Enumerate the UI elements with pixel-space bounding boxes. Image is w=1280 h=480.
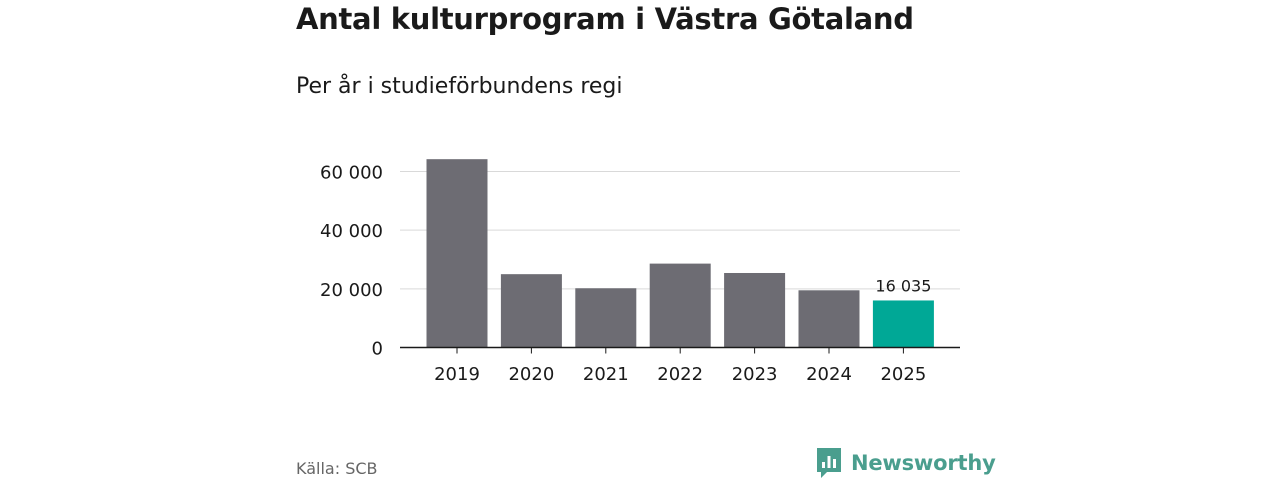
data-labels: 16 035 [875, 276, 931, 295]
bar-2025 [872, 300, 934, 348]
bar-2020 [500, 274, 562, 348]
y-axis-tick-labels: 0 20 000 40 000 60 000 [320, 163, 383, 360]
x-axis-tick-labels: 2019 2020 2021 2022 2023 2024 2025 [434, 347, 926, 385]
bar-2021 [575, 288, 637, 348]
y-tick-label: 60 000 [320, 163, 383, 184]
x-tick-label: 2024 [806, 364, 852, 385]
bar-2023 [724, 272, 786, 348]
chart-title: Antal kulturprogram i Västra Götaland [296, 2, 914, 36]
bar-2024 [798, 290, 860, 348]
x-tick-label: 2020 [508, 364, 554, 385]
bar-2019 [426, 159, 488, 348]
x-tick-label: 2019 [434, 364, 480, 385]
newsworthy-logo-text: Newsworthy [851, 451, 996, 475]
y-tick-label: 0 [372, 339, 383, 360]
bar-2022 [649, 263, 711, 348]
y-tick-label: 20 000 [320, 280, 383, 301]
bars [426, 159, 934, 348]
x-tick-label: 2021 [583, 364, 629, 385]
newsworthy-logo: Newsworthy [815, 446, 996, 480]
chart-subtitle: Per år i studieförbundens regi [296, 74, 623, 99]
x-tick-label: 2023 [732, 364, 778, 385]
x-tick-label: 2025 [880, 364, 926, 385]
data-label: 16 035 [875, 276, 931, 295]
y-tick-label: 40 000 [320, 221, 383, 242]
x-tick-label: 2022 [657, 364, 703, 385]
source-note: Källa: SCB [296, 459, 378, 478]
newsworthy-logo-icon [817, 448, 841, 478]
